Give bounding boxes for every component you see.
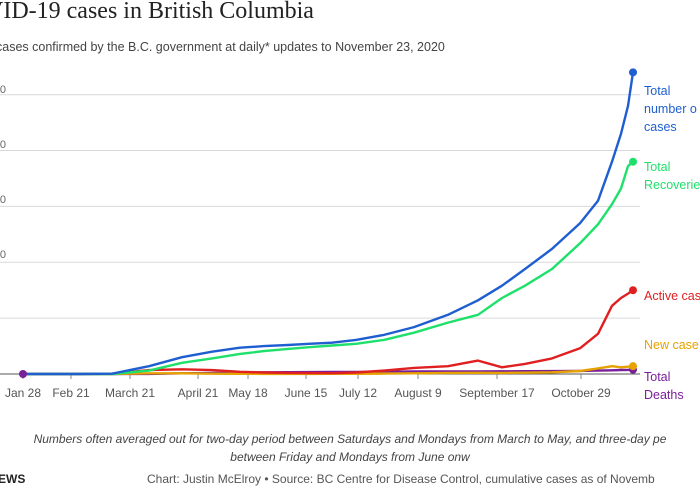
x-tick-label: May 18 [228,386,268,400]
line-chart: 0 0 0 0 Jan 28 Feb 21 March 21 April 21 May 18 J… [0,68,700,402]
x-tick-label: September 17 [459,386,535,400]
footnote: Numbers often averaged out for two-day p… [0,430,700,466]
series-label-total: Total [644,84,670,98]
y-tick-label: 0 [0,84,6,96]
x-tick-label: Feb 21 [52,386,90,400]
x-tick-label: July 12 [339,386,377,400]
series-line-active [21,289,635,376]
footnote-line-1: Numbers often averaged out for two-day p… [33,432,667,446]
y-tick-label: 0 [0,139,6,151]
series-line-recovered [21,160,635,376]
series-label-deaths: Total [644,370,670,384]
chart-title: VID-19 cases in British Columbia [0,0,314,24]
series-label-total: cases [644,120,677,134]
series-end-dot-total [629,68,637,77]
source-credit: Chart: Justin McElroy • Source: BC Centr… [147,472,655,486]
series-end-dot-recovered [629,157,637,166]
brand-logo: EWS [0,472,26,486]
x-tick-label: October 29 [551,386,611,400]
series-start-dot [19,370,27,378]
x-tick-label: August 9 [394,386,442,400]
y-tick-label: 0 [0,194,6,206]
series-label-recovered: Total [644,160,670,174]
footnote-line-2: between Friday and Mondays from June onw [230,450,470,464]
series-label-deaths: Deaths [644,388,684,402]
series-label-total: number o [644,102,697,116]
series-label-recovered: Recoverie [644,178,700,192]
x-tick-label: June 15 [285,386,328,400]
series-end-dot-new [629,362,637,371]
x-tick-label: March 21 [105,386,155,400]
series-line-new [21,365,635,376]
series-line-total [21,71,635,376]
series-end-dot-active [629,286,637,295]
y-tick-label: 0 [0,249,6,261]
series-label-new: New case [644,338,699,352]
x-tick-label: April 21 [178,386,219,400]
chart-subtitle: cases confirmed by the B.C. government a… [0,40,445,54]
x-tick-label: Jan 28 [5,386,41,400]
series-label-active: Active cas [644,289,700,303]
